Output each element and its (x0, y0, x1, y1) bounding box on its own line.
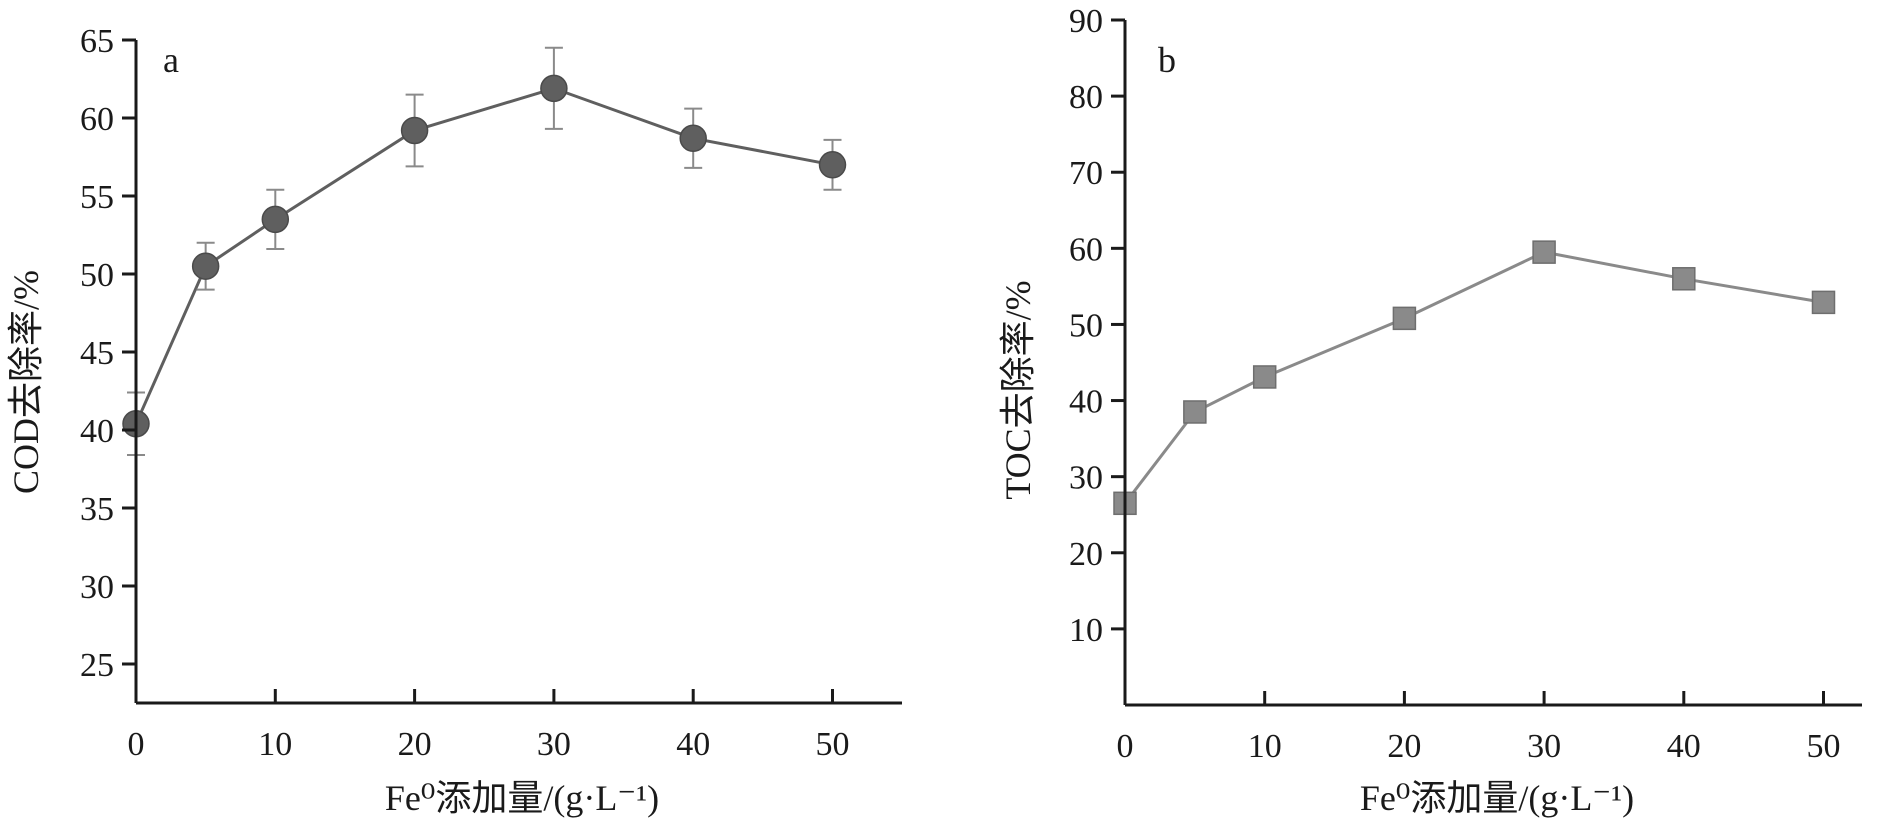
panel-a-data-point (191, 252, 220, 280)
panel-a-x-tick-label: 40 (676, 726, 710, 763)
panel-b-x-ticks: 0 10 20 30 40 50 (1117, 691, 1841, 765)
panel-b-y-tick-label: 80 (1069, 79, 1103, 116)
panel-a-y-tick-label: 40 (80, 413, 114, 450)
panel-b-y-tick-label: 30 (1069, 460, 1103, 497)
panel-a-x-ticks: 0 10 20 30 40 50 (128, 689, 850, 763)
panel-b-data-point (1252, 365, 1277, 389)
panel-b-data-point (1672, 267, 1696, 291)
panel-a-y-tick-label: 65 (80, 23, 114, 60)
panel-a-data-point (400, 116, 429, 145)
panel-b-marks (1113, 240, 1836, 516)
panel-a-y-tick-label: 60 (80, 101, 114, 138)
panel-b-label: b (1158, 40, 1176, 80)
panel-b-data-point (1183, 400, 1207, 424)
panel-a-data-point (679, 124, 707, 153)
panel-b-y-tick-label: 90 (1069, 3, 1103, 40)
panel-b-x-tick-label: 50 (1807, 728, 1841, 765)
panel-b-x-tick-label: 10 (1248, 728, 1282, 765)
panel-b-y-axis-title: TOC去除率/% (998, 280, 1038, 499)
panel-b-data-point (1392, 306, 1417, 331)
panel-b-x-tick-label: 20 (1387, 728, 1421, 765)
panel-b-x-tick-label: 40 (1667, 728, 1701, 765)
panel-a-x-tick-label: 10 (258, 726, 292, 763)
panel-a-data-point (540, 74, 568, 103)
panel-b-series-line (1123, 250, 1824, 505)
panel-b-data-point (1811, 290, 1836, 315)
panel-b-x-tick-label: 0 (1117, 728, 1134, 765)
panel-b-y-tick-label: 10 (1069, 612, 1103, 649)
panel-a-x-tick-label: 0 (128, 726, 145, 763)
panel-a-y-tick-label: 50 (80, 257, 114, 294)
panel-a-label: a (163, 40, 179, 80)
panel-b-data-point (1532, 240, 1556, 264)
panel-a-x-axis-title: Fe⁰添加量/(g·L⁻¹) (385, 778, 659, 818)
panel-a-x-tick-label: 20 (398, 726, 432, 763)
panel-b-y-tick-label: 50 (1069, 307, 1103, 344)
panel-a-marks (122, 46, 847, 456)
panel-a-data-point (818, 151, 847, 179)
panel-b-y-tick-label: 70 (1069, 155, 1103, 192)
panel-a: 25 30 35 40 45 50 55 60 65 0 10 20 30 40 50 a Fe⁰添加量/… (6, 23, 902, 818)
panel-a-series-line (134, 86, 833, 425)
panel-b-y-tick-label: 40 (1069, 384, 1103, 421)
panel-b-x-axis-title: Fe⁰添加量/(g·L⁻¹) (1360, 778, 1634, 818)
panel-b-x-tick-label: 30 (1527, 728, 1561, 765)
panel-b-y-tick-label: 20 (1069, 536, 1103, 573)
panel-b: 10 20 30 40 50 60 70 80 90 0 10 20 30 40 50 b Fe⁰添加量/… (998, 3, 1862, 818)
panel-a-y-tick-label: 45 (80, 335, 114, 372)
panel-a-y-tick-label: 35 (80, 491, 114, 528)
panel-b-y-tick-label: 60 (1069, 231, 1103, 268)
panel-a-y-ticks: 25 30 35 40 45 50 55 60 65 (80, 23, 136, 684)
panel-a-data-point (261, 205, 290, 234)
panel-a-y-tick-label: 55 (80, 179, 114, 216)
panel-a-y-tick-label: 25 (80, 647, 114, 684)
panel-a-y-tick-label: 30 (80, 569, 114, 606)
panel-a-y-axis-title: COD去除率/% (6, 270, 46, 494)
panel-a-x-tick-label: 30 (537, 726, 571, 763)
panel-a-x-tick-label: 50 (816, 726, 850, 763)
panel-b-y-ticks: 10 20 30 40 50 60 70 80 90 (1069, 3, 1125, 649)
